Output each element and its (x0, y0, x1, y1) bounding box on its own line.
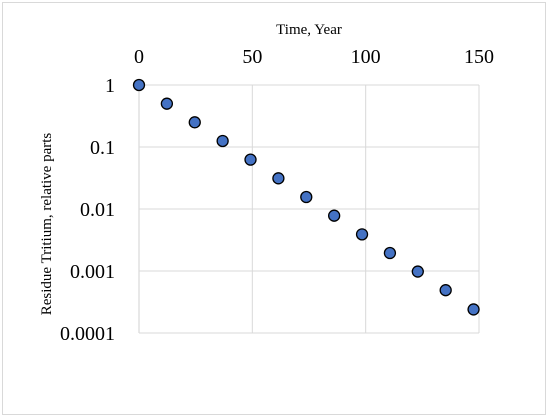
x-axis-title: Time, Year (276, 22, 342, 38)
data-points (132, 78, 480, 316)
data-point (300, 190, 313, 204)
y-tick-label: 0.01 (80, 199, 115, 221)
data-point (383, 246, 397, 260)
data-point (160, 97, 174, 110)
data-point (216, 134, 229, 148)
data-point (244, 153, 257, 166)
y-tick-label: 0.001 (70, 261, 115, 283)
data-point (132, 78, 146, 92)
data-point (188, 116, 201, 129)
y-tick-label: 1 (105, 75, 115, 97)
data-point (439, 284, 452, 297)
data-point (328, 209, 341, 222)
x-tick-label: 0 (134, 46, 144, 68)
y-tick-label: 0.1 (90, 137, 115, 159)
tick-labels: 1 0.1 0.01 0.001 0.0001 0 50 100 150 (60, 46, 494, 345)
grid-lines (139, 84, 480, 334)
x-tick-label: 50 (242, 46, 262, 68)
y-tick-label: 0.0001 (60, 323, 115, 345)
data-point (411, 265, 424, 278)
data-point (355, 228, 369, 241)
x-tick-label: 150 (464, 46, 494, 68)
data-point (467, 303, 480, 316)
x-tick-label: 100 (351, 46, 381, 68)
y-axis-title: Residue Tritium, relative parts (39, 133, 55, 316)
data-point (272, 172, 285, 185)
